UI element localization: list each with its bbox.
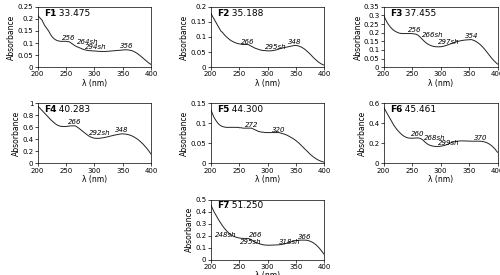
Y-axis label: Absorbance: Absorbance: [8, 14, 16, 60]
X-axis label: λ (nm): λ (nm): [255, 79, 280, 88]
Text: F7: F7: [218, 202, 230, 210]
Text: : 33.475: : 33.475: [53, 9, 90, 18]
Text: F2: F2: [218, 9, 230, 18]
Text: F3: F3: [390, 9, 403, 18]
Text: 348: 348: [115, 127, 128, 133]
Text: 264sh: 264sh: [78, 39, 99, 45]
Y-axis label: Absorbance: Absorbance: [354, 14, 362, 60]
Text: : 51.250: : 51.250: [226, 202, 264, 210]
Y-axis label: Absorbance: Absorbance: [358, 111, 367, 156]
X-axis label: λ (nm): λ (nm): [82, 79, 107, 88]
Text: : 35.188: : 35.188: [226, 9, 264, 18]
Text: 356: 356: [120, 43, 133, 49]
Text: 266sh: 266sh: [422, 32, 444, 37]
Y-axis label: Absorbance: Absorbance: [12, 111, 20, 156]
X-axis label: λ (nm): λ (nm): [255, 271, 280, 275]
Text: 295sh: 295sh: [264, 44, 286, 50]
X-axis label: λ (nm): λ (nm): [428, 175, 453, 184]
X-axis label: λ (nm): λ (nm): [428, 79, 453, 88]
Text: 268sh: 268sh: [424, 135, 445, 141]
Y-axis label: Absorbance: Absorbance: [185, 207, 194, 252]
Text: 266: 266: [68, 119, 82, 125]
Text: 370: 370: [474, 134, 487, 141]
Text: 366: 366: [298, 234, 312, 240]
Y-axis label: Absorbance: Absorbance: [180, 14, 190, 60]
Text: 248sh: 248sh: [215, 232, 237, 238]
Text: 354: 354: [464, 33, 478, 39]
Text: : 40.283: : 40.283: [53, 105, 90, 114]
Text: 256: 256: [408, 27, 421, 33]
Text: 292sh: 292sh: [88, 130, 110, 136]
Text: F4: F4: [44, 105, 57, 114]
Text: 295sh: 295sh: [240, 240, 262, 245]
X-axis label: λ (nm): λ (nm): [82, 175, 107, 184]
Text: 272: 272: [245, 122, 258, 128]
Text: F1: F1: [44, 9, 56, 18]
Text: 266: 266: [248, 232, 262, 238]
Text: 266: 266: [242, 39, 255, 45]
Text: 294sh: 294sh: [86, 44, 107, 50]
Text: 320: 320: [272, 127, 285, 133]
Text: : 45.461: : 45.461: [399, 105, 436, 114]
Text: 297sh: 297sh: [438, 39, 460, 45]
Text: F6: F6: [390, 105, 403, 114]
Text: F5: F5: [218, 105, 230, 114]
Text: 260: 260: [410, 131, 424, 137]
Text: 318sh: 318sh: [279, 240, 300, 245]
Text: : 44.300: : 44.300: [226, 105, 263, 114]
X-axis label: λ (nm): λ (nm): [255, 175, 280, 184]
Y-axis label: Absorbance: Absorbance: [180, 111, 190, 156]
Text: 299sh: 299sh: [438, 140, 460, 146]
Text: : 37.455: : 37.455: [399, 9, 436, 18]
Text: 348: 348: [288, 39, 302, 45]
Text: 256: 256: [62, 35, 75, 41]
